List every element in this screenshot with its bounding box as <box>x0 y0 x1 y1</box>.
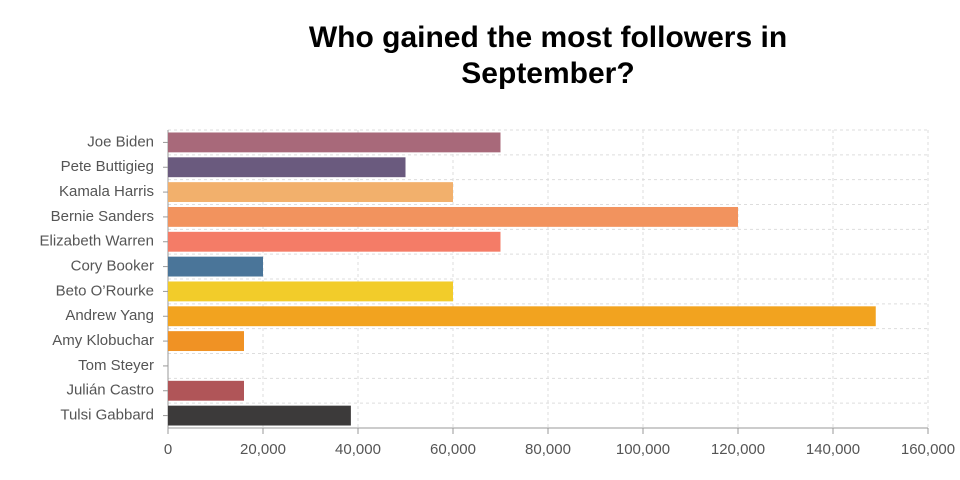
y-tick-label: Elizabeth Warren <box>40 233 155 250</box>
y-tick-label: Tom Steyer <box>78 357 154 374</box>
x-tick-label: 160,000 <box>901 441 955 458</box>
bar <box>168 206 738 227</box>
x-tick-label: 80,000 <box>525 441 571 458</box>
x-tick-label: 140,000 <box>806 441 860 458</box>
bar <box>168 182 453 203</box>
bar <box>168 405 351 426</box>
x-tick-label: 40,000 <box>335 441 381 458</box>
y-tick-label: Kamala Harris <box>59 183 154 200</box>
y-tick-label: Cory Booker <box>71 258 154 275</box>
y-tick-label: Beto O’Rourke <box>56 282 154 299</box>
y-tick-label: Julián Castro <box>66 382 154 399</box>
chart-title: Who gained the most followers in Septemb… <box>308 21 788 90</box>
bar <box>168 132 501 153</box>
y-tick-label: Bernie Sanders <box>51 208 154 225</box>
y-tick-label: Pete Buttigieg <box>61 158 154 175</box>
x-tick-label: 120,000 <box>711 441 765 458</box>
bar <box>168 331 244 352</box>
y-tick-label: Joe Biden <box>87 133 154 150</box>
bar <box>168 231 501 252</box>
x-tick-label: 0 <box>164 441 172 458</box>
bar <box>168 306 876 327</box>
y-tick-label: Tulsi Gabbard <box>60 407 154 424</box>
x-tick-label: 100,000 <box>616 441 670 458</box>
bar <box>168 256 263 277</box>
y-tick-label: Andrew Yang <box>65 307 154 324</box>
bar <box>168 380 244 401</box>
y-tick-label: Amy Klobuchar <box>52 332 154 349</box>
x-tick-label: 60,000 <box>430 441 476 458</box>
x-tick-label: 20,000 <box>240 441 286 458</box>
bar <box>168 157 406 178</box>
bar <box>168 281 453 302</box>
